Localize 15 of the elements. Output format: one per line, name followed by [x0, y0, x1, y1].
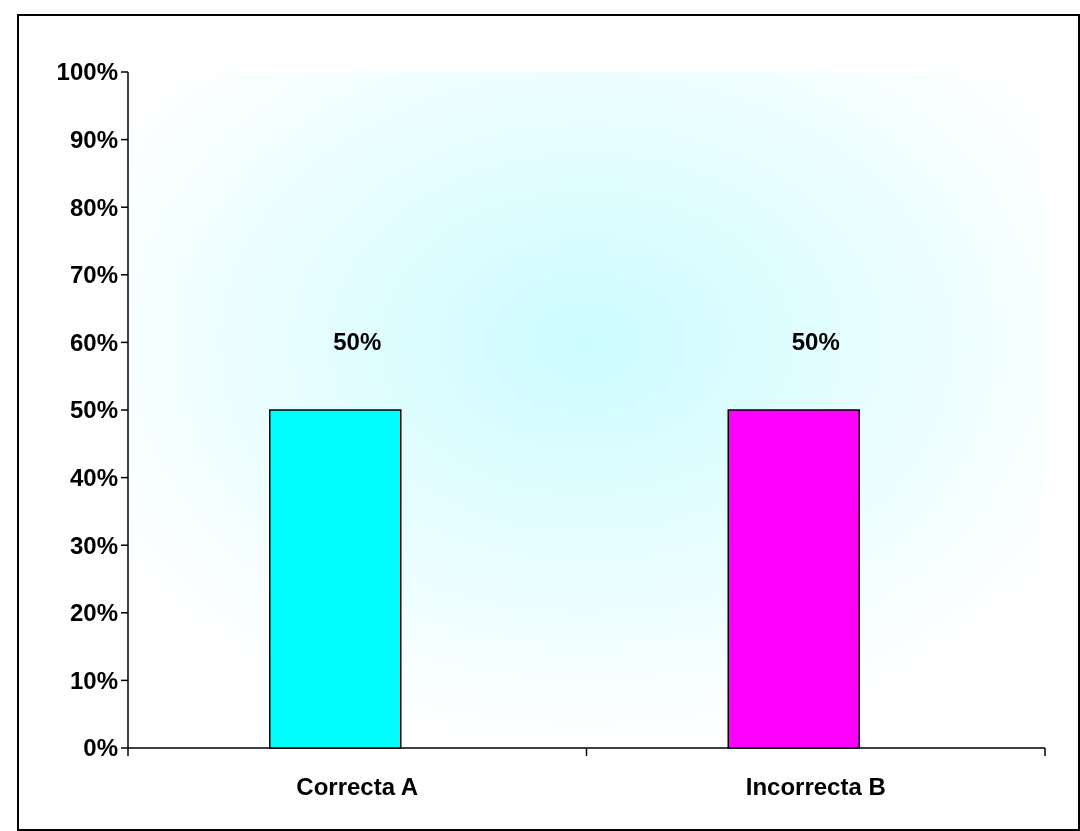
- y-tick-label: 60%: [69, 328, 118, 356]
- y-tick-label: 20%: [69, 599, 118, 627]
- data-label: 50%: [791, 328, 840, 355]
- y-tick-label: 30%: [69, 531, 118, 559]
- data-label: 50%: [333, 328, 382, 355]
- y-tick-label: 80%: [69, 193, 118, 221]
- y-tick-label: 0%: [83, 734, 118, 762]
- y-tick-label: 10%: [69, 666, 118, 694]
- x-tick-label: Incorrecta B: [745, 773, 886, 800]
- y-tick-label: 100%: [56, 58, 118, 86]
- y-tick-label: 90%: [69, 126, 118, 153]
- y-tick-label: 40%: [69, 464, 118, 491]
- y-tick-label: 70%: [69, 261, 118, 289]
- y-tick-label: 50%: [69, 396, 118, 424]
- x-tick-label: Correcta A: [296, 773, 419, 800]
